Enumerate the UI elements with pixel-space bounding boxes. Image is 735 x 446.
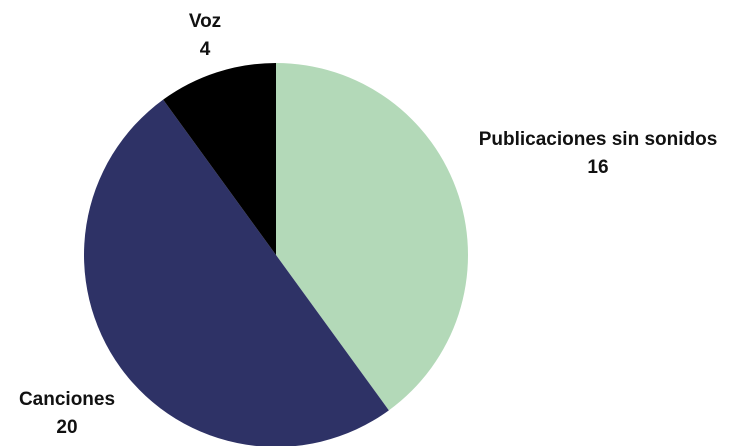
pie-slice xyxy=(84,99,389,446)
slice-value: 20 xyxy=(56,417,77,438)
slice-value: 4 xyxy=(200,39,211,60)
slice-label: Voz xyxy=(189,11,221,32)
pie-slice xyxy=(276,63,469,411)
slice-label: Publicaciones sin sonidos xyxy=(479,129,718,150)
slice-label: Canciones xyxy=(19,389,115,410)
pie-slice xyxy=(163,63,276,255)
slice-value: 16 xyxy=(587,157,608,178)
